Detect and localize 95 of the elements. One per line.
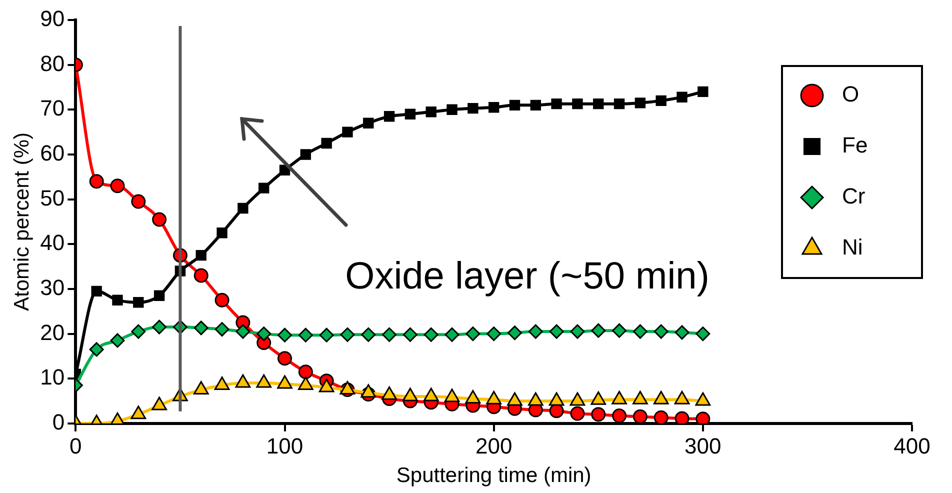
point [300,149,312,160]
point [632,324,648,339]
x-axis-title: Sputtering time (min) [396,464,592,488]
point [696,326,710,342]
point [110,333,125,348]
point [340,327,355,342]
point [256,326,272,342]
point [696,412,710,424]
point [698,86,708,98]
point [196,250,206,261]
point [194,320,208,336]
x-tick-label: 0 [70,434,82,459]
y-tick-label: 10 [40,364,65,390]
point [363,118,374,128]
point [446,104,458,115]
point [593,98,604,110]
point [194,268,208,283]
point [319,328,334,342]
point [89,342,104,357]
point [486,326,502,342]
point [278,351,292,366]
point [572,98,583,110]
point [570,406,585,421]
point [591,323,606,338]
y-tick-label: 90 [40,6,65,32]
y-tick-label: 20 [40,320,65,345]
point [278,328,292,342]
point [570,324,585,339]
point [152,320,167,334]
legend-label: Cr [842,184,866,209]
point [154,290,165,302]
point [466,326,480,342]
point [656,95,666,106]
point [361,327,376,342]
point [402,327,418,342]
point [528,324,543,339]
y-tick-label: 80 [40,50,65,76]
point [214,322,230,337]
point [384,111,395,122]
point [382,327,397,342]
y-tick-label: 60 [40,140,65,166]
point [112,294,123,306]
point [549,324,564,339]
point [507,326,522,340]
x-tick-label: 200 [475,434,512,459]
x-tick-label: 400 [894,434,930,459]
legend-label: O [842,82,860,107]
x-tick-label: 300 [684,434,722,459]
point [131,194,146,209]
point [91,286,102,297]
y-tick-label: 40 [40,230,65,256]
y-tick-label: 0 [52,409,65,434]
point [426,106,436,118]
y-tick-label: 50 [40,185,65,210]
point [298,364,313,380]
point [488,102,500,113]
point [110,178,125,194]
point [676,92,688,102]
point [612,408,627,424]
point [444,327,460,342]
point [236,324,250,339]
point [509,100,520,111]
point [89,174,104,189]
point [549,404,564,418]
point [298,328,313,342]
point [612,323,627,338]
point [654,324,668,339]
point [238,202,248,214]
point [131,324,146,339]
point [634,98,646,108]
legend-label: Fe [842,132,868,158]
point [404,108,416,120]
point [468,102,478,114]
point [632,409,648,424]
point [674,325,690,340]
y-tick-label: 30 [40,274,65,300]
point [321,138,332,149]
y-axis-title: Atomic percent (%) [10,132,34,311]
point [674,411,690,424]
point [342,126,353,138]
legend-label: Ni [842,234,863,260]
point [614,98,625,110]
point [591,407,606,422]
point [258,182,270,194]
y-tick-label: 70 [40,96,65,121]
point [152,212,167,227]
point [424,327,438,342]
point [216,228,228,238]
point [133,297,144,308]
point [654,410,668,424]
annotation: Oxide layer (~50 min) [345,256,710,298]
point [530,100,541,111]
point [551,98,562,110]
x-tick-label: 100 [266,434,304,459]
point [214,292,230,308]
